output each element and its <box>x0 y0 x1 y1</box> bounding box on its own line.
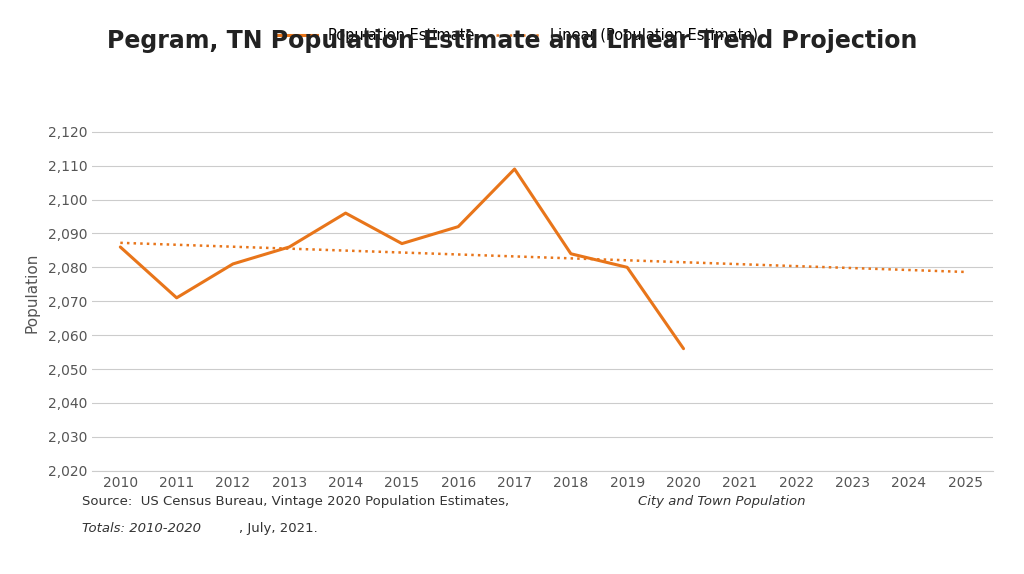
Text: Totals: 2010-2020: Totals: 2010-2020 <box>82 522 201 535</box>
Y-axis label: Population: Population <box>25 253 39 333</box>
Legend: Population Estimate, Linear (Population Estimate): Population Estimate, Linear (Population … <box>267 22 764 49</box>
Text: City and Town Population: City and Town Population <box>638 495 806 508</box>
Text: Pegram, TN Population Estimate and Linear Trend Projection: Pegram, TN Population Estimate and Linea… <box>106 29 918 53</box>
Text: Source:  US Census Bureau, Vintage 2020 Population Estimates,: Source: US Census Bureau, Vintage 2020 P… <box>82 495 513 508</box>
Text: , July, 2021.: , July, 2021. <box>239 522 317 535</box>
